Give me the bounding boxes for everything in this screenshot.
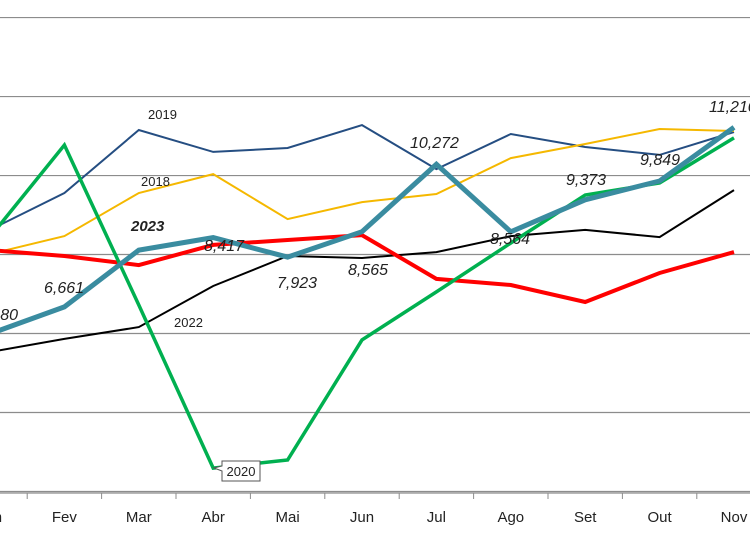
x-tick-label: Out	[648, 509, 673, 526]
series-lines	[0, 124, 736, 470]
x-tick-label: Jun	[350, 509, 374, 526]
callout-box	[212, 460, 261, 482]
data-label: 8,564	[490, 231, 530, 248]
x-tick-label: Mai	[276, 509, 300, 526]
x-tick-label: Ago	[497, 509, 524, 526]
callout-2020: 2020	[212, 460, 261, 482]
series-line-2020	[0, 136, 735, 470]
series-label: 2020	[227, 464, 256, 479]
series-line-2023	[0, 125, 736, 333]
data-label: 8,565	[348, 262, 388, 279]
x-axis: Jan Fev Mar Abr Mai Jun Jul Ago Set Out Nov	[0, 492, 750, 526]
data-label: 9,849	[640, 152, 680, 169]
x-tick-label: Jan	[0, 509, 2, 526]
x-tick-label: Nov	[721, 509, 748, 526]
series-label: 2022	[174, 315, 203, 330]
data-label: 8,417	[204, 238, 245, 255]
series-label: 2018	[141, 174, 170, 189]
data-label: 7,923	[277, 275, 317, 292]
series-label: 2019	[148, 107, 177, 122]
series-line-2018	[0, 127, 735, 253]
data-label: 6,661	[44, 280, 84, 297]
series-line-unlabeled	[0, 233, 735, 305]
x-tick-label: Set	[574, 509, 597, 526]
x-tick-label: Jul	[427, 509, 446, 526]
data-label: 11,210	[709, 99, 750, 116]
data-label: 9,373	[566, 172, 606, 189]
data-label: 5,980	[0, 307, 18, 324]
series-line-2019	[0, 124, 735, 227]
x-tick-label: Abr	[202, 509, 225, 526]
x-tick-label: Fev	[52, 509, 78, 526]
gridlines	[0, 16, 750, 493]
labels: 2019 2018 2022 2020 2023 5,980 6,661 8,417 7,923…	[0, 99, 750, 482]
data-label: 10,272	[410, 135, 459, 152]
x-tick-label: Mar	[126, 509, 152, 526]
series-label: 2023	[130, 218, 165, 235]
series-line-2022	[0, 189, 735, 352]
